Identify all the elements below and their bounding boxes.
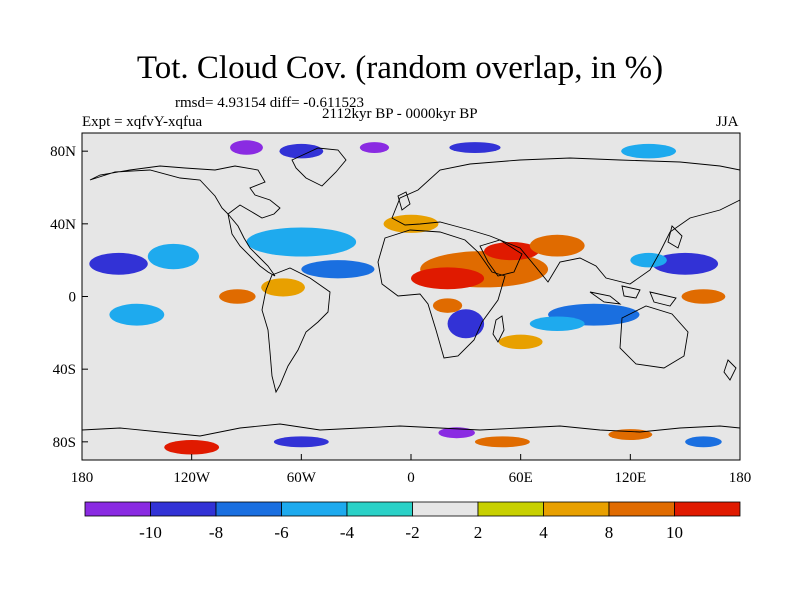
coast-north-america [89, 165, 281, 219]
experiment-label: Expt = xqfvY-xqfua [82, 114, 203, 130]
colorbar-swatch [543, 501, 610, 517]
anomaly-region-2 [359, 142, 390, 153]
coast-arabia [479, 239, 523, 277]
colorbar-label: -10 [139, 523, 162, 542]
colorbar-label: 2 [474, 523, 483, 542]
coast-africa [377, 229, 506, 359]
anomaly-region-26 [438, 427, 475, 439]
colorbar-swatch [346, 501, 413, 517]
colorbar-label: -8 [209, 523, 223, 542]
period-label: 2112kyr BP - 0000kyr BP [322, 106, 478, 122]
y-tick-label: 0 [69, 290, 77, 306]
coast-british-isles [397, 191, 411, 211]
coast-indonesia [589, 285, 677, 307]
colorbar-label: -6 [274, 523, 288, 542]
anomaly-region-21 [109, 303, 165, 326]
map-background [82, 133, 740, 460]
x-tick-label: 120W [173, 470, 211, 486]
anomaly-regions [89, 140, 726, 455]
x-tick-label: 180 [729, 470, 752, 486]
anomaly-region-4 [621, 143, 677, 159]
anomaly-region-29 [273, 436, 329, 448]
colorbar: -10 -8 -6 -4 -2 2 4 8 10 [84, 501, 741, 542]
coast-south-america [261, 267, 331, 394]
coast-madagascar [492, 315, 505, 343]
coast-new-zealand [723, 359, 737, 381]
x-tick-label: 180 [71, 470, 94, 486]
coast-eurasia [391, 157, 740, 285]
chart-title: Tot. Cloud Cov. (random overlap, in %) [136, 50, 664, 86]
y-tick-label: 40N [50, 217, 76, 233]
coast-central-america [227, 213, 276, 277]
anomaly-region-18 [529, 316, 585, 332]
anomaly-region-1 [279, 143, 324, 159]
anomaly-region-13 [383, 214, 439, 233]
anomaly-region-14 [652, 252, 719, 275]
colorbar-label: -2 [405, 523, 419, 542]
colorbar-label: 10 [666, 523, 683, 542]
anomaly-region-24 [498, 334, 543, 350]
anomaly-region-15 [630, 252, 667, 268]
y-tick-label: 40S [53, 362, 76, 378]
season-label: JJA [716, 114, 739, 130]
anomaly-region-22 [261, 278, 305, 297]
colorbar-swatch [281, 501, 348, 517]
y-axis: 80N 40N 0 40S 80S [50, 144, 88, 451]
colorbar-label: 8 [605, 523, 614, 542]
anomaly-region-5 [89, 252, 148, 275]
y-tick-label: 80N [50, 144, 76, 160]
x-tick-label: 60E [509, 470, 533, 486]
coast-greenland [291, 147, 347, 187]
colorbar-swatch [608, 501, 675, 517]
x-tick-label: 0 [407, 470, 415, 486]
anomaly-region-10 [411, 267, 485, 290]
x-tick-label: 120E [614, 470, 646, 486]
anomaly-region-12 [529, 234, 585, 257]
x-tick-label: 60W [287, 470, 317, 486]
colorbar-swatch [150, 501, 217, 517]
coastlines [82, 147, 740, 437]
coast-antarctica [82, 423, 740, 437]
colorbar-label: -4 [340, 523, 355, 542]
coast-japan [667, 225, 683, 249]
y-tick-label: 80S [53, 435, 76, 451]
colorbar-swatch [84, 501, 151, 517]
x-axis: 180 120W 60W 0 60E 120E 180 [71, 454, 752, 486]
anomaly-region-3 [449, 142, 501, 153]
anomaly-region-19 [447, 309, 485, 339]
anomaly-region-25 [164, 440, 220, 455]
anomaly-region-8 [301, 260, 375, 279]
coast-australia [619, 305, 689, 369]
colorbar-swatch [477, 501, 544, 517]
anomaly-region-30 [685, 436, 722, 448]
anomaly-region-20 [432, 298, 463, 313]
anomaly-region-27 [474, 436, 530, 448]
anomaly-region-16 [681, 289, 726, 304]
rmsd-diff-stats: rmsd= 4.93154 diff= -0.611523 [175, 95, 364, 111]
anomaly-region-0 [230, 140, 263, 155]
colorbar-swatch [215, 501, 282, 517]
anomaly-region-11 [484, 242, 539, 261]
anomaly-region-6 [147, 243, 199, 270]
colorbar-swatch [412, 501, 479, 517]
colorbar-swatch [674, 501, 741, 517]
anomaly-region-7 [246, 227, 357, 257]
colorbar-label: 4 [539, 523, 548, 542]
anomaly-region-23 [219, 289, 256, 304]
